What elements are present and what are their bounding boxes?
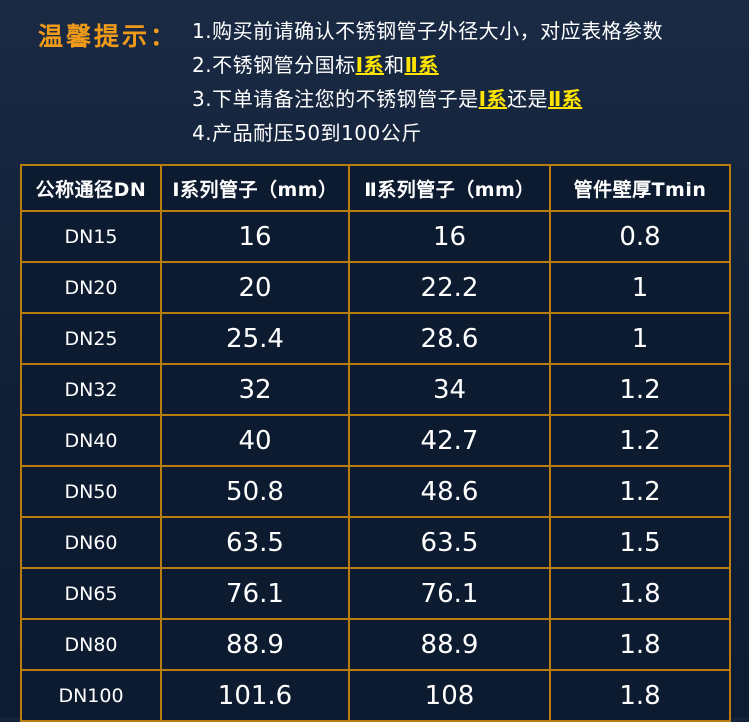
- table-row: DN32 32 34 1.2: [20, 363, 731, 416]
- value-cell: 1.8: [549, 618, 731, 671]
- value-cell: 76.1: [348, 567, 551, 620]
- dn-label-cell: DN100: [20, 669, 162, 722]
- value-cell: 16: [160, 210, 350, 263]
- value-cell: 20: [160, 261, 350, 314]
- dn-label-cell: DN65: [20, 567, 162, 620]
- value-cell: 50.8: [160, 465, 350, 518]
- tips-list: 1.购买前请确认不锈钢管子外径大小，对应表格参数 2.不锈钢管分国标I系和Ⅱ系 3.…: [192, 14, 663, 150]
- dn-label-cell: DN25: [20, 312, 162, 365]
- value-cell: 0.8: [549, 210, 731, 263]
- value-cell: 1.8: [549, 567, 731, 620]
- tip-highlight-text: Ⅱ系: [404, 53, 439, 77]
- notice-section: 温馨提示： 1.购买前请确认不锈钢管子外径大小，对应表格参数 2.不锈钢管分国标I…: [0, 10, 749, 156]
- tip-line: 1.购买前请确认不锈钢管子外径大小，对应表格参数: [192, 14, 663, 48]
- dn-label-cell: DN15: [20, 210, 162, 263]
- table-row: DN20 20 22.2 1: [20, 261, 731, 314]
- value-cell: 63.5: [348, 516, 551, 569]
- value-cell: 25.4: [160, 312, 350, 365]
- column-header: 管件壁厚Tmin: [549, 164, 731, 212]
- value-cell: 1.2: [549, 363, 731, 416]
- table-row: DN40 40 42.7 1.2: [20, 414, 731, 467]
- table-row: DN100 101.6 108 1.8: [20, 669, 731, 722]
- dn-label-cell: DN60: [20, 516, 162, 569]
- value-cell: 63.5: [160, 516, 350, 569]
- value-cell: 28.6: [348, 312, 551, 365]
- value-cell: 108: [348, 669, 551, 722]
- dn-label-cell: DN50: [20, 465, 162, 518]
- tip-line: 2.不锈钢管分国标I系和Ⅱ系: [192, 48, 663, 82]
- spec-table: 公称通径DN I系列管子（mm） Ⅱ系列管子（mm） 管件壁厚Tmin DN15 16 1…: [20, 164, 731, 722]
- value-cell: 1: [549, 312, 731, 365]
- value-cell: 48.6: [348, 465, 551, 518]
- table-row: DN15 16 16 0.8: [20, 210, 731, 263]
- tip-highlight-text: I系: [355, 53, 385, 77]
- tip-text: 2.不锈钢管分国标: [192, 53, 356, 77]
- spec-table-container: 公称通径DN I系列管子（mm） Ⅱ系列管子（mm） 管件壁厚Tmin DN15 16 1…: [20, 164, 731, 722]
- tip-text: 3.下单请备注您的不锈钢管子是: [192, 87, 479, 111]
- value-cell: 1.8: [549, 669, 731, 722]
- tip-text: 和: [384, 53, 405, 77]
- tip-text: 还是: [507, 87, 549, 111]
- dn-label-cell: DN40: [20, 414, 162, 467]
- value-cell: 76.1: [160, 567, 350, 620]
- spec-table-body: DN15 16 16 0.8 DN20 20 22.2 1 DN25 25.4 28.6 1 DN32 3…: [20, 210, 731, 722]
- table-row: DN60 63.5 63.5 1.5: [20, 516, 731, 569]
- value-cell: 88.9: [348, 618, 551, 671]
- value-cell: 32: [160, 363, 350, 416]
- table-row: DN50 50.8 48.6 1.2: [20, 465, 731, 518]
- tip-text: 4.产品耐压50到100公斤: [192, 121, 422, 145]
- table-row: DN65 76.1 76.1 1.8: [20, 567, 731, 620]
- table-row: DN80 88.9 88.9 1.8: [20, 618, 731, 671]
- column-header: 公称通径DN: [20, 164, 162, 212]
- value-cell: 101.6: [160, 669, 350, 722]
- value-cell: 1.5: [549, 516, 731, 569]
- column-header: Ⅱ系列管子（mm）: [348, 164, 551, 212]
- value-cell: 1.2: [549, 414, 731, 467]
- value-cell: 42.7: [348, 414, 551, 467]
- value-cell: 1: [549, 261, 731, 314]
- tip-highlight-text: Ⅱ系: [548, 87, 583, 111]
- notice-label: 温馨提示：: [38, 22, 179, 51]
- value-cell: 22.2: [348, 261, 551, 314]
- value-cell: 34: [348, 363, 551, 416]
- value-cell: 1.2: [549, 465, 731, 518]
- tip-line: 4.产品耐压50到100公斤: [192, 116, 663, 150]
- table-row: DN25 25.4 28.6 1: [20, 312, 731, 365]
- spec-table-header-row: 公称通径DN I系列管子（mm） Ⅱ系列管子（mm） 管件壁厚Tmin: [20, 164, 731, 212]
- value-cell: 16: [348, 210, 551, 263]
- dn-label-cell: DN80: [20, 618, 162, 671]
- dn-label-cell: DN32: [20, 363, 162, 416]
- tip-line: 3.下单请备注您的不锈钢管子是I系还是Ⅱ系: [192, 82, 663, 116]
- tip-highlight-text: I系: [478, 87, 508, 111]
- value-cell: 88.9: [160, 618, 350, 671]
- dn-label-cell: DN20: [20, 261, 162, 314]
- value-cell: 40: [160, 414, 350, 467]
- tip-text: 1.购买前请确认不锈钢管子外径大小，对应表格参数: [192, 19, 664, 43]
- column-header: I系列管子（mm）: [160, 164, 350, 212]
